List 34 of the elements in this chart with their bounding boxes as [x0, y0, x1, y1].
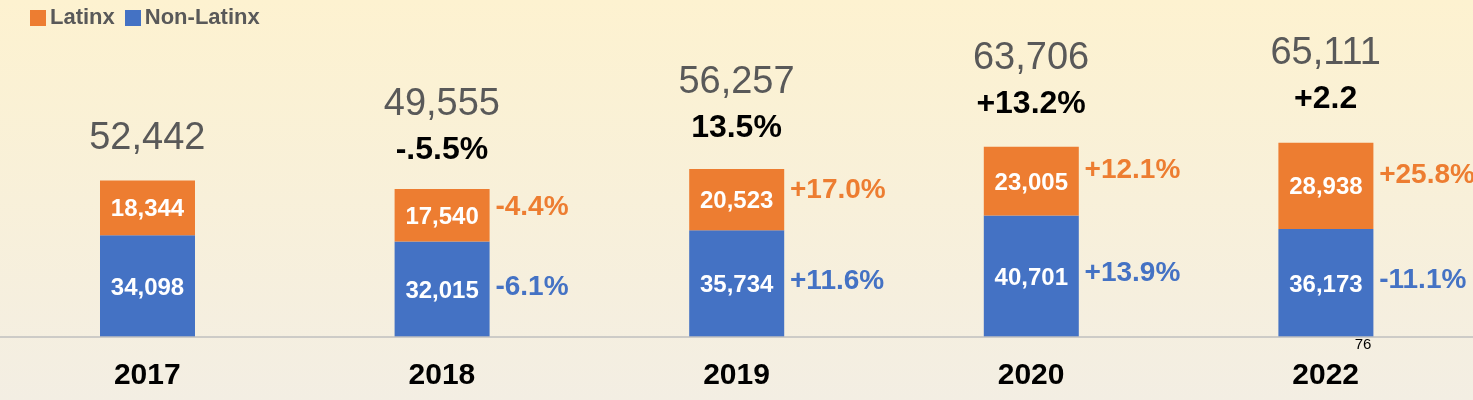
x-tick-label: 2019: [703, 357, 770, 391]
text: +2.2: [1294, 79, 1358, 116]
data-label: 18,344: [110, 194, 185, 222]
annotation: +13.9%: [1084, 255, 1181, 287]
data-label: 32,015: [405, 275, 479, 303]
x-tick-label: 2020: [997, 357, 1065, 391]
annotation: +17.0%: [790, 172, 886, 204]
legend-label: Non-Latinx: [144, 4, 260, 29]
text: +13.2%: [976, 83, 1086, 120]
data-label: 17,540: [405, 201, 479, 229]
annotation: -4.4%: [495, 189, 569, 221]
total-label: 49,555: [383, 80, 501, 123]
total-label: 56,257: [678, 59, 795, 102]
data-label: 34,098: [110, 272, 185, 300]
data-label: 28,938: [1289, 172, 1363, 200]
annotation: +12.1%: [1084, 152, 1181, 184]
annotation: -11.1%: [1379, 262, 1467, 294]
total-label: 63,706: [972, 34, 1090, 77]
data-label: 35,734: [700, 270, 775, 298]
total-label: 52,442: [89, 115, 206, 158]
annotation: -6.1%: [495, 269, 569, 301]
data-label: 40,701: [994, 262, 1068, 290]
data-label: 36,173: [1289, 269, 1363, 297]
annotation: -.5.5%: [395, 129, 489, 166]
legend-label: Latinx: [50, 4, 115, 29]
annotation: 76: [1354, 335, 1372, 352]
data-label: 20,523: [700, 186, 774, 214]
x-tick-label: 2022: [1292, 357, 1360, 391]
total-label: 65,111: [1270, 30, 1381, 73]
data-label: 23,005: [994, 167, 1068, 195]
annotation: 13.5%: [691, 108, 782, 145]
x-tick-label: 2018: [408, 357, 476, 391]
x-tick-label: 2017: [113, 357, 181, 391]
annotation: +11.6%: [790, 263, 885, 295]
